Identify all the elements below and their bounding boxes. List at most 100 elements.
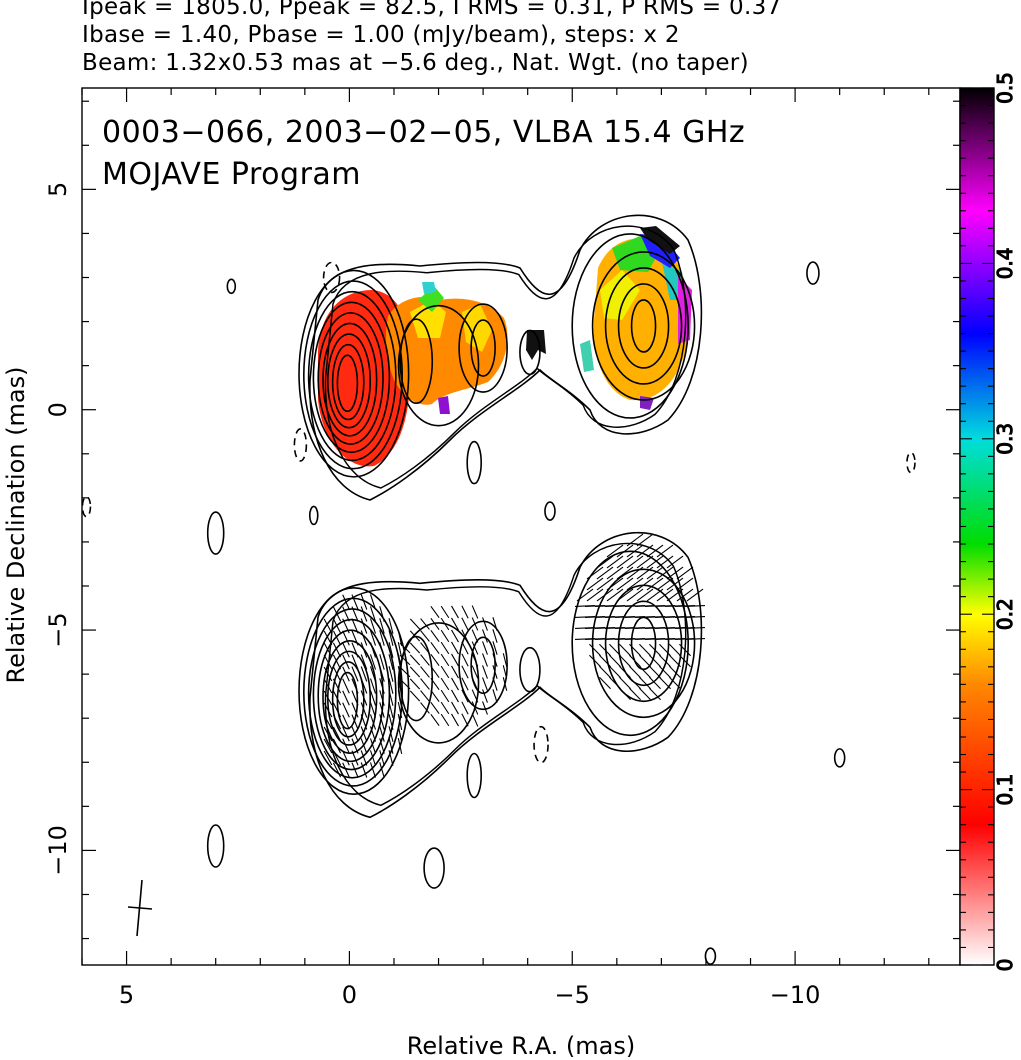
lobe-yellow-patch <box>600 270 640 320</box>
x-axis-label: Relative R.A. (mas) <box>407 1032 635 1060</box>
polarization-vector <box>461 689 469 703</box>
polarization-vector <box>360 618 368 634</box>
polarization-vector <box>502 641 508 655</box>
polarization-vector <box>461 665 469 679</box>
polarization-vector <box>619 676 631 690</box>
polarization-vector <box>351 654 359 670</box>
jet-yellow-patch <box>410 300 446 338</box>
polarization-vector <box>369 678 377 694</box>
polarization-jet-contour <box>399 635 434 722</box>
polarization-core-contour <box>312 618 391 771</box>
total-intensity-contours <box>81 214 916 965</box>
polarization-vector <box>471 689 479 703</box>
noise-contour <box>833 748 846 768</box>
polarization-vector <box>397 702 403 718</box>
polarization-vector <box>659 676 671 690</box>
polarization-vector <box>369 726 377 742</box>
polarization-vector <box>649 687 661 701</box>
polarization-vector <box>471 677 479 691</box>
intensity-core-contour <box>322 322 378 437</box>
polarization-vector <box>342 750 350 766</box>
polarization-vector <box>369 690 377 706</box>
y-axis-label: Relative Declination (mas) <box>2 366 30 683</box>
polarization-vector <box>351 702 359 718</box>
polarization-vector <box>430 630 440 642</box>
polarization-vector <box>430 654 440 666</box>
polarization-vector <box>492 665 498 679</box>
polarization-vector <box>351 714 359 730</box>
polarization-vector <box>616 588 634 602</box>
polarization-vector <box>656 588 674 602</box>
polarization-vector <box>619 643 631 657</box>
polarization-vector <box>451 653 459 667</box>
polarization-vector <box>482 653 488 667</box>
polarization-vector <box>492 689 498 703</box>
plot-frame <box>81 87 961 966</box>
polarization-vector <box>379 606 385 622</box>
polarization-vector <box>323 714 333 730</box>
polarization-vector <box>609 676 621 690</box>
polarization-vector <box>451 713 459 727</box>
polarization-vector <box>369 630 377 646</box>
polarization-vector <box>461 629 469 643</box>
polarization-vector <box>626 566 644 580</box>
polarization-vector <box>323 690 333 706</box>
polarization-vector <box>471 653 479 667</box>
intensity-lobe-contour <box>617 283 670 369</box>
polarization-vector <box>342 594 350 610</box>
polarization-vector <box>656 566 674 580</box>
polarization-vector <box>397 630 403 646</box>
intensity-jet-contour <box>397 304 480 427</box>
lobe-black-patch <box>640 226 680 254</box>
polarization-vector <box>606 544 624 558</box>
colorbar-tick-label: 0.4 <box>993 247 1017 279</box>
polarization-vector <box>440 677 450 691</box>
polarization-vector <box>323 630 333 646</box>
polarization-vector <box>586 577 604 591</box>
polarization-vector <box>669 643 681 657</box>
colorbar-tick-label: 0.3 <box>993 423 1017 455</box>
polarization-vector <box>430 666 440 678</box>
noise-contour <box>81 495 92 518</box>
x-tick-label: −5 <box>555 981 590 1009</box>
polarization-vector <box>388 750 394 766</box>
polarization-vector <box>420 666 430 678</box>
polarization-vector <box>451 677 459 691</box>
polarization-vector <box>656 577 674 591</box>
polarization-vector <box>399 642 411 654</box>
intensity-outer-envelope <box>309 214 703 501</box>
polarization-vector <box>492 677 498 691</box>
polarization-vector <box>351 666 359 682</box>
polarization-vector <box>342 654 350 670</box>
polarization-vector <box>430 690 440 702</box>
polarization-vector <box>430 642 440 654</box>
polarization-vector <box>369 762 377 778</box>
jet-cyan-patch <box>422 282 436 294</box>
polarization-vector <box>397 666 403 682</box>
polarization-vector <box>636 533 654 547</box>
intensity-lobe-contour <box>571 233 689 419</box>
polarization-vector <box>609 654 621 668</box>
polarization-knot-contour <box>519 646 541 693</box>
polarization-vector <box>656 555 674 569</box>
polarization-vector <box>332 606 342 622</box>
polarization-vector <box>360 762 368 778</box>
intensity-lobe-contour <box>591 251 696 401</box>
polarization-vector <box>482 701 488 715</box>
jet-purple-patch <box>438 396 450 414</box>
polarization-vector <box>502 653 508 667</box>
polarization-vector <box>420 630 430 642</box>
polarization-vector <box>332 666 342 682</box>
polarization-vector <box>379 666 385 682</box>
polarization-vector <box>619 687 631 701</box>
polarization-vector <box>629 654 641 668</box>
polarization-vector <box>451 689 459 703</box>
noise-contour <box>806 261 820 285</box>
polarization-vector <box>461 677 469 691</box>
polarization-vector <box>616 577 634 591</box>
noise-contour <box>206 511 225 555</box>
polarization-vector <box>420 642 430 654</box>
polarization-vector <box>360 750 368 766</box>
polarization-jet-contour <box>397 622 480 744</box>
